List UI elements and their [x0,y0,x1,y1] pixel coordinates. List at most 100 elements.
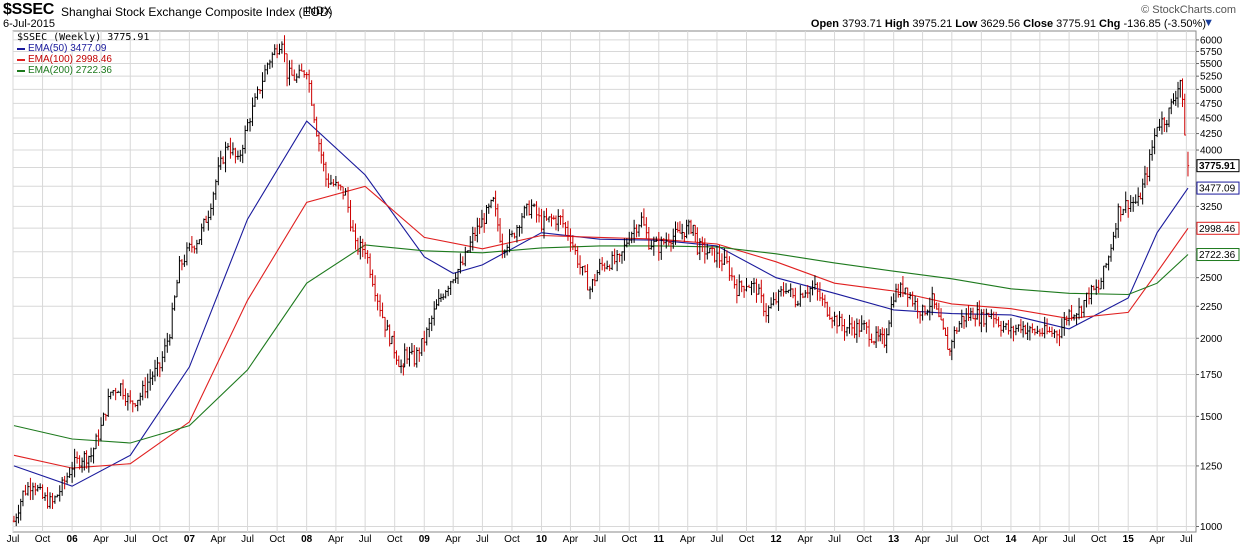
ema200-swatch [17,69,25,72]
y-tick-label: 4250 [1200,129,1223,140]
x-tick-label: Oct [35,534,51,545]
high-label: High [884,18,910,30]
x-tick-label: 15 [1123,534,1135,545]
y-tick-label: 5000 [1200,85,1223,96]
x-tick-label: 13 [888,534,900,545]
y-tick-label: 4500 [1200,114,1223,125]
price-label-box [1196,159,1240,173]
y-tick-label: 2500 [1200,273,1223,284]
x-tick-label: 08 [301,534,313,545]
price-label-text: 2998.46 [1199,224,1236,235]
y-tick-label: 1500 [1200,412,1223,423]
ema50-swatch [17,47,25,50]
x-tick-label: Oct [1091,534,1107,545]
x-tick-label: Jul [124,534,137,545]
chart-legend: $SSEC (Weekly) 3775.91 EMA(50) 3477.09 E… [17,32,149,76]
y-tick-label: 5500 [1200,59,1223,70]
chg-label: Chg [1099,18,1121,30]
legend-ema50-text: EMA(50) 3477.09 [28,43,107,54]
x-tick-label: 12 [771,534,783,545]
price-label-box [1196,248,1240,262]
legend-ema50: EMA(50) 3477.09 [17,43,149,54]
x-tick-label: 07 [184,534,196,545]
open-label: Open [810,18,840,30]
x-tick-label: Oct [504,534,520,545]
x-tick-label: Oct [269,534,285,545]
x-tick-label: Oct [739,534,755,545]
x-tick-label: Apr [680,534,696,545]
x-tick-label: 11 [654,534,665,545]
open-value: 3793.71 [842,18,882,30]
x-tick-label: Jul [1180,534,1193,545]
x-tick-label: Jul [1063,534,1076,545]
low-label: Low [955,18,978,30]
plot-frame [12,30,1197,533]
price-label-text: 3477.09 [1199,184,1236,195]
x-tick-label: Jul [476,534,489,545]
chart-date: 6-Jul-2015 [3,18,55,30]
price-label-box [1196,221,1240,235]
legend-main: $SSEC (Weekly) 3775.91 [17,32,149,43]
x-tick-label: Oct [152,534,168,545]
x-tick-label: Apr [915,534,931,545]
y-tick-label: 4000 [1200,146,1223,157]
y-tick-label: 1750 [1200,370,1223,381]
high-value: 3975.21 [912,18,953,30]
y-tick-label: 1000 [1200,522,1223,533]
x-tick-label: Jul [593,534,606,545]
x-tick-label: Apr [1149,534,1165,545]
y-tick-label: 6000 [1200,35,1223,46]
x-tick-label: Jul [7,534,20,545]
chg-value: -136.85 (-3.50%) [1123,18,1206,30]
x-tick-label: 06 [67,534,79,545]
price-label-box [1196,181,1240,195]
y-tick-label: 1250 [1200,461,1223,472]
x-tick-label: Apr [93,534,109,545]
price-label-text: 3775.91 [1199,161,1236,172]
x-tick-label: Oct [621,534,637,545]
x-tick-label: 09 [419,534,431,545]
y-tick-label: 3250 [1200,202,1223,213]
chg-dropdown-arrow-icon[interactable]: ▼ [1203,17,1214,29]
legend-ema200-text: EMA(200) 2722.36 [28,65,112,76]
x-tick-label: Jul [945,534,958,545]
x-tick-label: Apr [328,534,344,545]
y-tick-label: 2250 [1200,302,1223,313]
legend-ema100: EMA(100) 2998.46 [17,54,149,65]
x-tick-label: Jul [241,534,254,545]
x-tick-label: Jul [711,534,724,545]
low-value: 3629.56 [980,18,1021,30]
x-tick-label: Oct [974,534,990,545]
x-tick-label: Jul [359,534,372,545]
x-tick-label: 14 [1005,534,1017,545]
close-label: Close [1023,18,1054,30]
y-tick-label: 2000 [1200,334,1223,345]
symbol-title: $SSEC [3,1,54,18]
ema100-swatch [17,58,25,61]
y-tick-label: 5750 [1200,47,1223,58]
price-label-text: 2722.36 [1199,250,1236,261]
x-tick-label: 10 [536,534,548,545]
legend-ema200: EMA(200) 2722.36 [17,65,149,76]
x-tick-label: Apr [798,534,814,545]
y-tick-label: 4750 [1200,99,1223,110]
x-tick-label: Apr [563,534,579,545]
close-value: 3775.91 [1056,18,1096,30]
index-full-name: Shanghai Stock Exchange Composite Index … [61,5,333,19]
instrument-type: INDX [305,5,332,17]
x-tick-label: Oct [387,534,403,545]
x-tick-label: Oct [856,534,872,545]
x-tick-label: Apr [1032,534,1048,545]
x-tick-label: Apr [445,534,461,545]
x-tick-label: Jul [828,534,841,545]
y-tick-label: 5250 [1200,72,1223,83]
ema-line-ema50 [13,120,1189,487]
brand-watermark: © StockCharts.com [1141,4,1236,16]
ema-line-ema200 [13,244,1189,444]
ohlc-readout: Open 3793.71 High 3975.21 Low 3629.56 Cl… [811,18,1206,30]
x-tick-label: Apr [211,534,227,545]
legend-ema100-text: EMA(100) 2998.46 [28,54,112,65]
legend-main-text: $SSEC (Weekly) 3775.91 [17,32,150,43]
